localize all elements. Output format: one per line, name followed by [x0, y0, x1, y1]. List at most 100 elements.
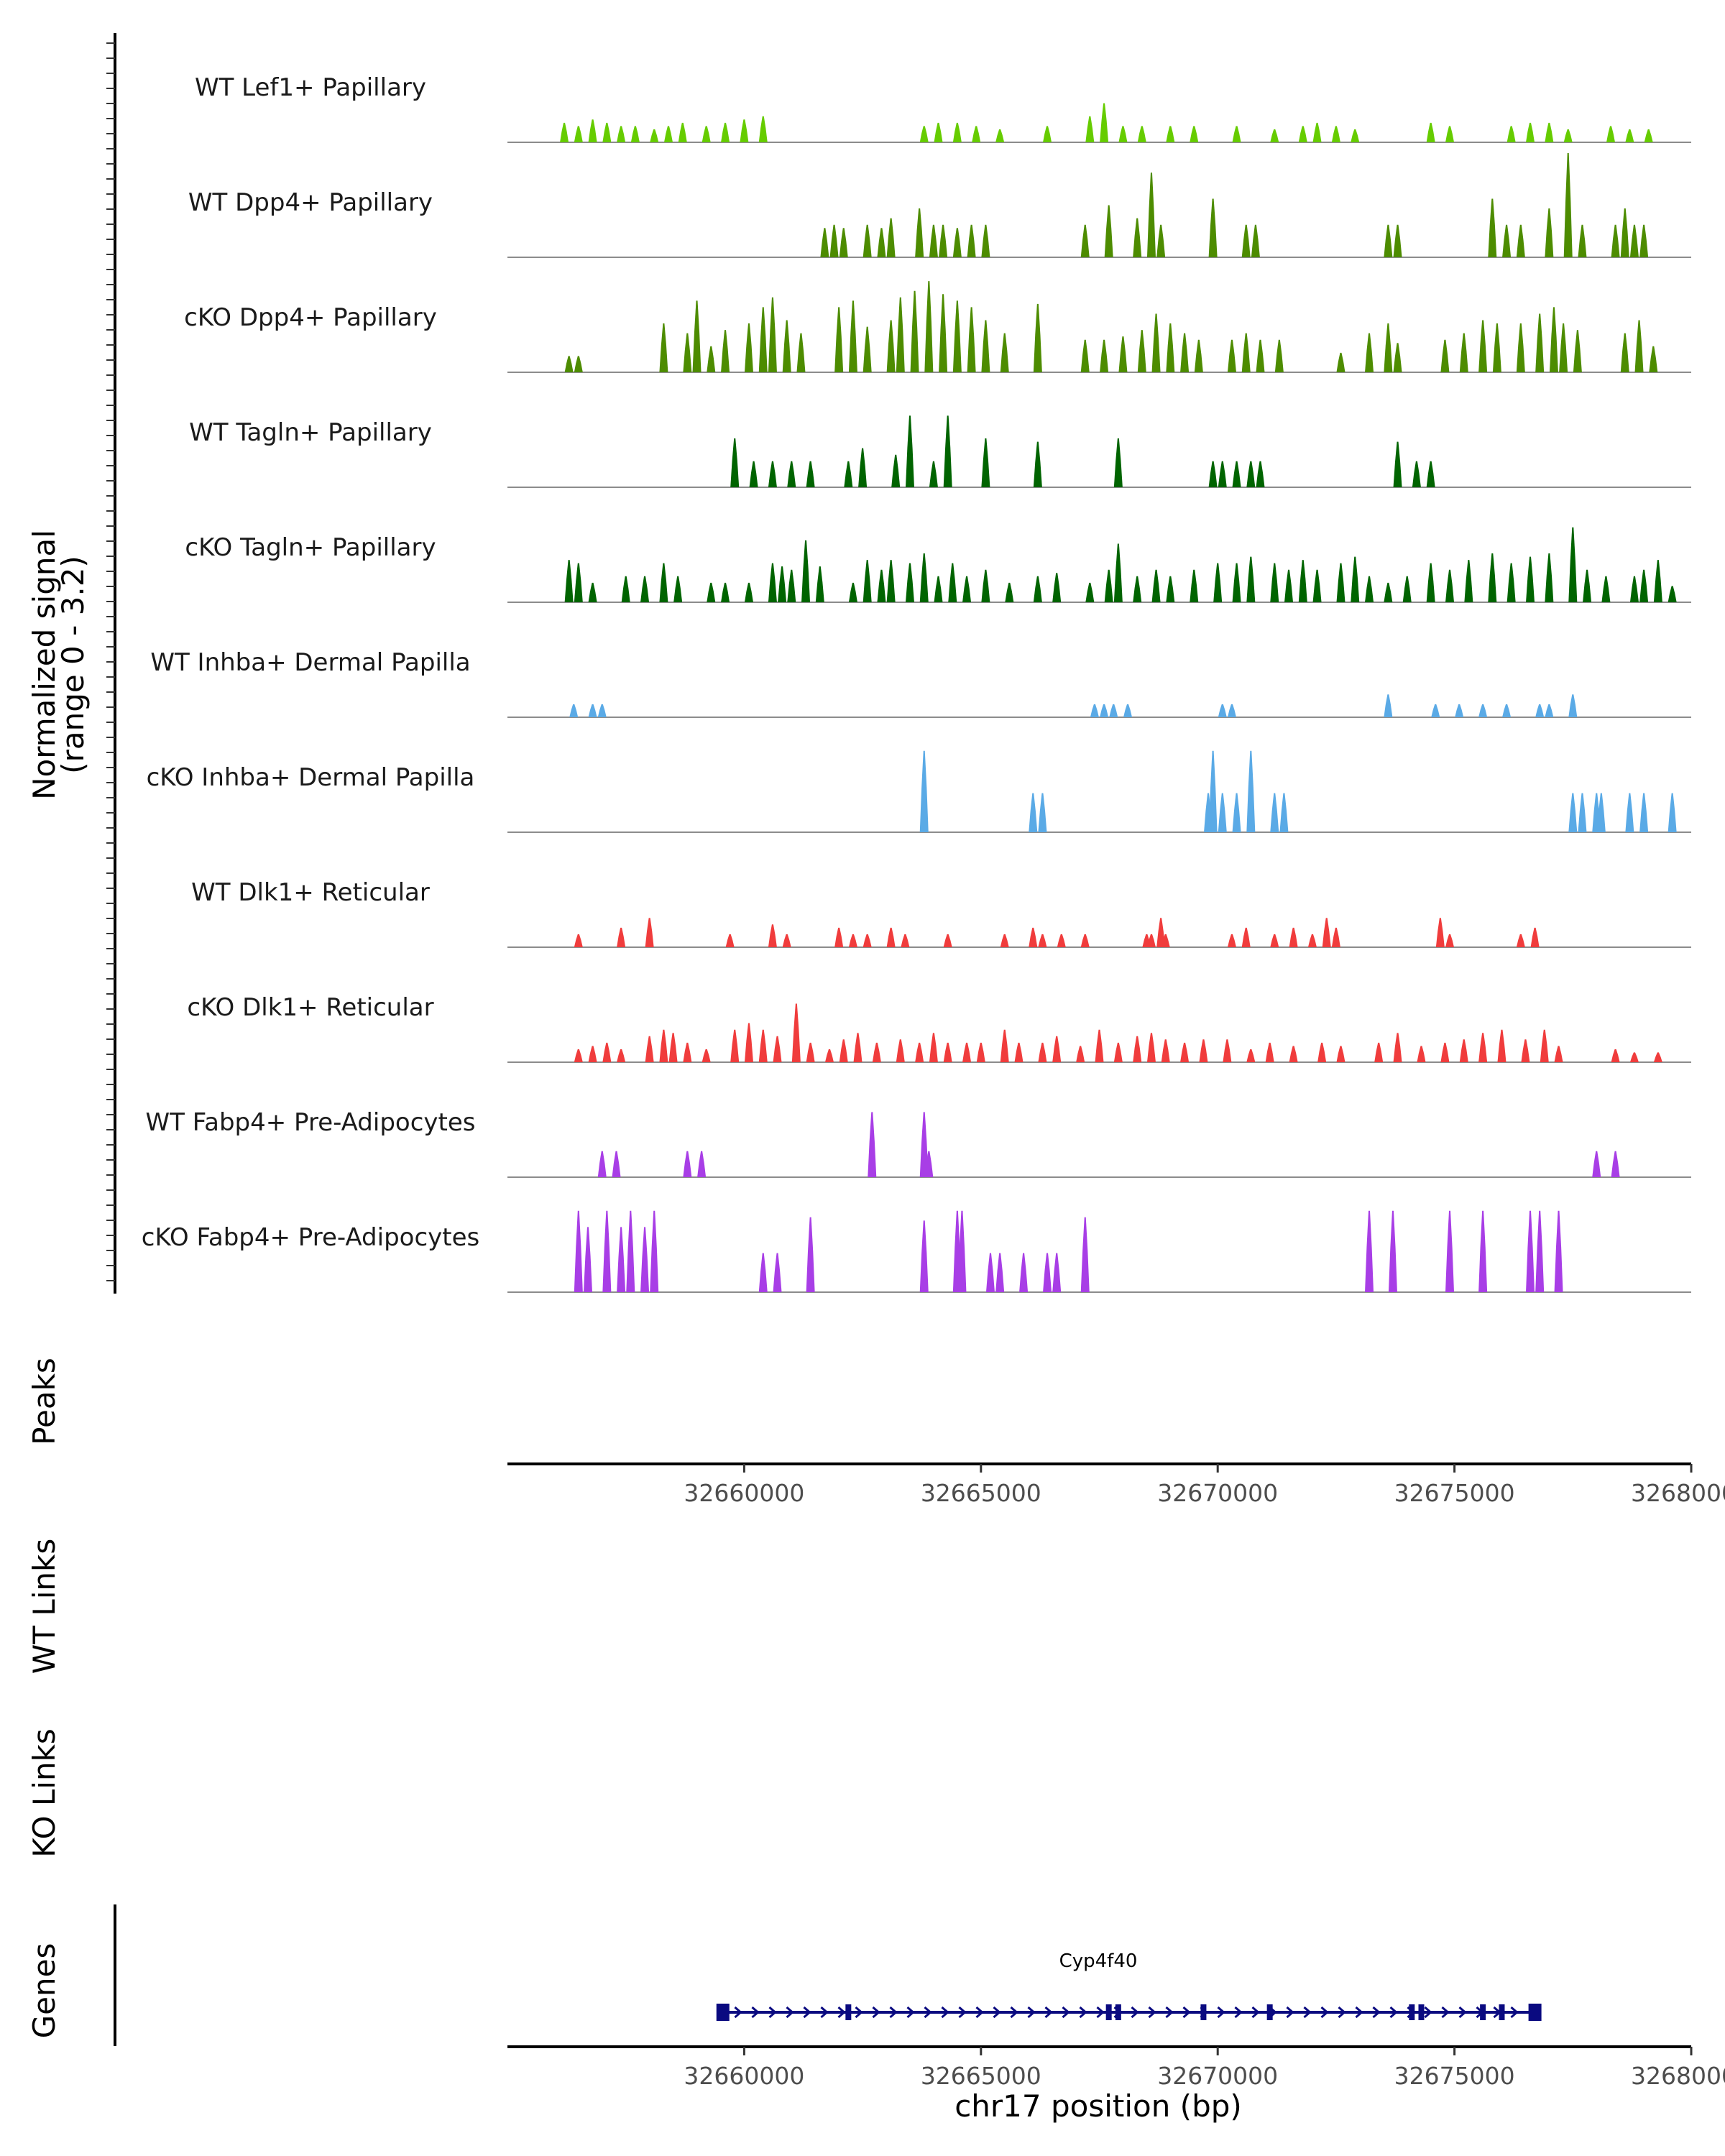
gene-exon [1115, 2004, 1121, 2020]
coverage-peak [1563, 129, 1573, 142]
coverage-peak [806, 1042, 815, 1062]
coverage-peak [919, 553, 929, 602]
strand-arrow [889, 2006, 898, 2019]
coverage-peak [1488, 553, 1497, 602]
coverage-peak [1133, 218, 1142, 257]
strand-arrow [906, 2006, 915, 2019]
coverage-peak [1639, 569, 1649, 602]
coverage-peak [1535, 1210, 1545, 1292]
coverage-peak [1351, 129, 1360, 142]
coverage-peak [1029, 793, 1038, 832]
coverage-peak [1038, 934, 1047, 947]
coverage-peak [1085, 116, 1095, 142]
coverage-peak [839, 228, 848, 257]
coverage-peak [588, 1046, 597, 1062]
coverage-peak [834, 927, 844, 947]
coverage-peak [1265, 1042, 1274, 1062]
coverage-peak [1592, 1151, 1601, 1177]
coverage-peak [886, 927, 896, 947]
strand-arrow [768, 2006, 777, 2019]
coverage-peak [915, 208, 924, 257]
coverage-peak [1568, 527, 1578, 602]
coverage-peak [1611, 224, 1620, 257]
coverage-peak [1208, 750, 1218, 832]
coverage-peak [588, 704, 597, 717]
coverage-peak [1545, 553, 1554, 602]
track-2: cKO Dpp4+ Papillary [184, 281, 1691, 373]
track-label: WT Inhba+ Dermal Papilla [150, 648, 470, 677]
coverage-peak [939, 224, 948, 257]
coverage-peak [1445, 1210, 1455, 1292]
coverage-peak [1578, 224, 1587, 257]
coverage-peak [1639, 224, 1649, 257]
coverage-peak [787, 569, 796, 602]
strand-arrow [1010, 2006, 1018, 2019]
coverage-peak [1109, 704, 1118, 717]
coverage-peak [1440, 339, 1450, 372]
strand-arrow [1182, 2006, 1191, 2019]
strand-arrow [1338, 2006, 1346, 2019]
coverage-peak [617, 1227, 626, 1292]
coverage-peak [1374, 1042, 1384, 1062]
peaks-panel-label: Peaks [27, 1358, 62, 1445]
coverage-peak [943, 1042, 952, 1062]
coverage-peak [1151, 313, 1161, 372]
coverage-peak [1417, 1046, 1426, 1062]
coverage-peak [640, 576, 650, 602]
coverage-peak [862, 224, 872, 257]
coverage-peak [564, 560, 574, 602]
coverage-peak [1085, 582, 1095, 602]
coverage-peak [574, 563, 583, 602]
ko-links-panel-label: KO Links [27, 1728, 62, 1858]
coverage-peak [862, 934, 872, 947]
x-tick-label: 32665000 [921, 2062, 1041, 2090]
track-label: cKO Tagln+ Papillary [185, 533, 436, 562]
coverage-peak [1535, 704, 1545, 717]
coverage-peak [1180, 333, 1190, 372]
strand-arrow [1286, 2006, 1294, 2019]
coverage-peak [862, 560, 872, 602]
coverage-peak [645, 918, 654, 947]
coverage-peak [791, 1003, 801, 1062]
strand-arrow [993, 2006, 1001, 2019]
strand-arrow [1424, 2006, 1432, 2019]
track-5: WT Inhba+ Dermal Papilla [150, 648, 1691, 718]
strand-arrow [1372, 2006, 1381, 2019]
coverage-peak [1218, 461, 1227, 487]
coverage-peak [1445, 126, 1455, 142]
coverage-peak [768, 563, 777, 602]
track-0: WT Lef1+ Papillary [195, 73, 1691, 143]
track-label: cKO Dlk1+ Reticular [187, 993, 433, 1022]
coverage-peak [806, 461, 815, 487]
coverage-peak [905, 563, 914, 602]
strand-arrow [1148, 2006, 1156, 2019]
coverage-peak [1545, 208, 1554, 257]
coverage-peak [621, 576, 630, 602]
coverage-peak [659, 1029, 668, 1062]
coverage-peak [758, 307, 768, 372]
strand-arrow [1303, 2006, 1312, 2019]
signal-axis-label: Normalized signal [27, 530, 62, 800]
coverage-peak [1274, 339, 1284, 372]
coverage-peak [1251, 224, 1260, 257]
x-tick-label: 32680000 [1631, 2062, 1725, 2090]
coverage-peak [1573, 330, 1582, 372]
coverage-peak [678, 122, 687, 142]
coverage-peak [1601, 576, 1611, 602]
coverage-peak [824, 1049, 834, 1062]
coverage-peak [1194, 339, 1203, 372]
strand-arrow [1234, 2006, 1243, 2019]
coverage-peak [1526, 122, 1535, 142]
coverage-peak [901, 934, 910, 947]
track-label: cKO Dpp4+ Papillary [184, 303, 437, 332]
genes-panel-label: Genes [27, 1943, 62, 2039]
coverage-peak [1668, 586, 1677, 602]
coverage-peak [569, 704, 579, 717]
coverage-peak [1232, 793, 1241, 832]
coverage-peak [758, 1029, 768, 1062]
coverage-peak [683, 1042, 692, 1062]
coverage-peak [1270, 563, 1279, 602]
coverage-peak [943, 415, 952, 487]
coverage-peak [1227, 704, 1236, 717]
coverage-peak [650, 1210, 659, 1292]
